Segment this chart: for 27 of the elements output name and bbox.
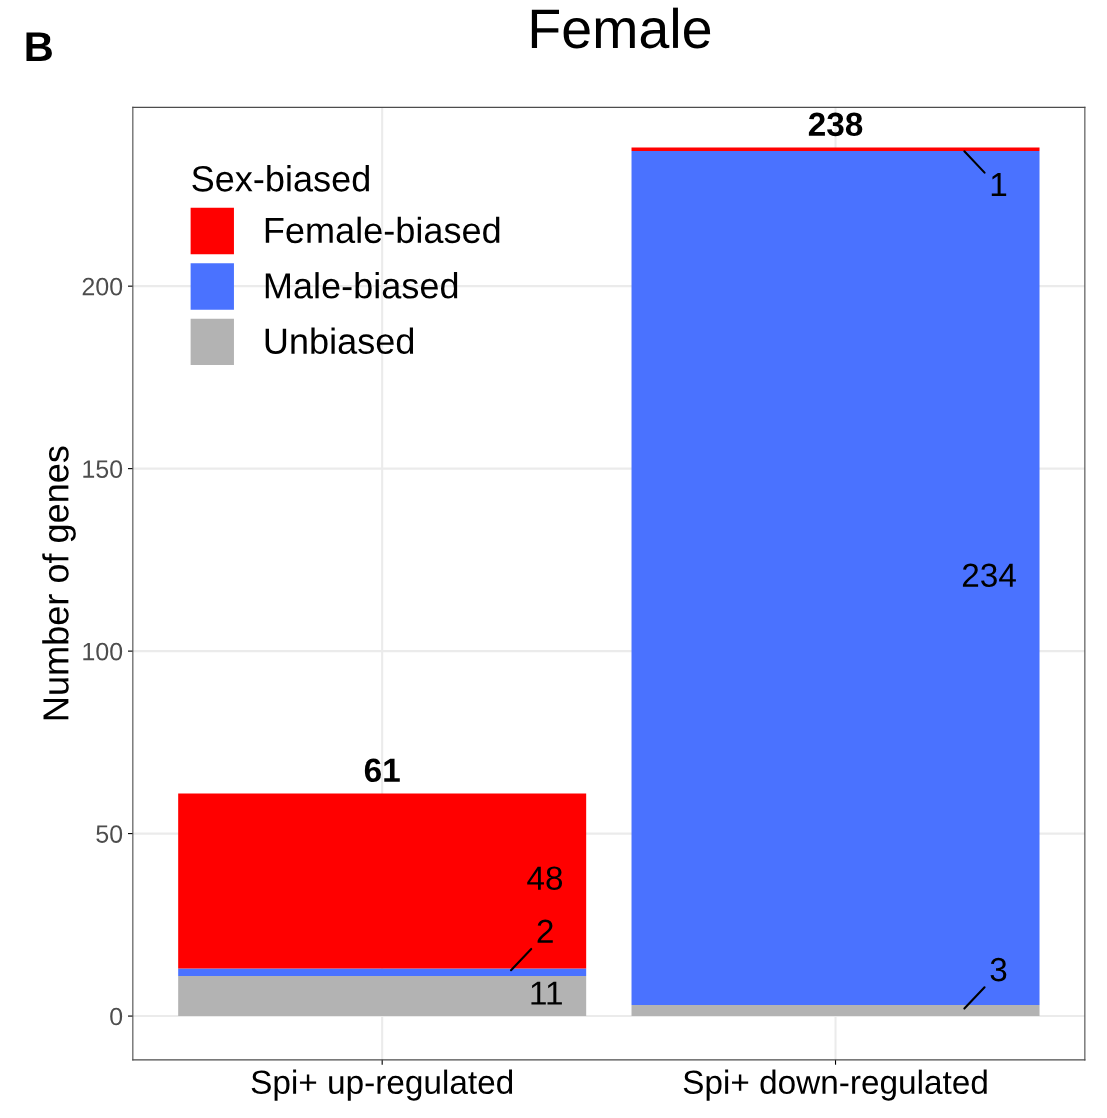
legend-label: Unbiased — [265, 327, 414, 355]
chart-title: Female — [531, 7, 711, 49]
bar — [178, 968, 587, 976]
data-label: 2 — [537, 919, 553, 943]
data-label: 1 — [991, 173, 1007, 197]
total-label: 238 — [808, 112, 863, 137]
y-tick-label: 150 — [83, 460, 123, 478]
legend-label: Male-biased — [265, 272, 458, 299]
y-axis-title: Number of genes — [42, 446, 76, 720]
text: B — [26, 32, 52, 62]
legend-title: Sex-biased — [192, 165, 369, 192]
bar — [631, 147, 1040, 152]
y-tick-label: 0 — [110, 1007, 123, 1026]
legend-label: Female-biased — [265, 216, 500, 244]
data-label: 11 — [531, 981, 562, 1005]
y-tick-label: 200 — [82, 277, 123, 296]
y-tick-label: 50 — [96, 825, 123, 843]
x-tick-label: Spi+ down-regulated — [683, 1069, 987, 1101]
bar — [178, 975, 587, 1017]
y-tick-label: 100 — [83, 642, 123, 661]
x-tick-label: Spi+ up-regulated — [251, 1069, 513, 1101]
data-label: 234 — [962, 563, 1016, 588]
data-label: 3 — [990, 957, 1007, 982]
bar — [631, 1005, 1040, 1017]
bar — [178, 793, 587, 969]
data-label: 48 — [527, 866, 563, 890]
total-label: 61 — [364, 758, 400, 783]
